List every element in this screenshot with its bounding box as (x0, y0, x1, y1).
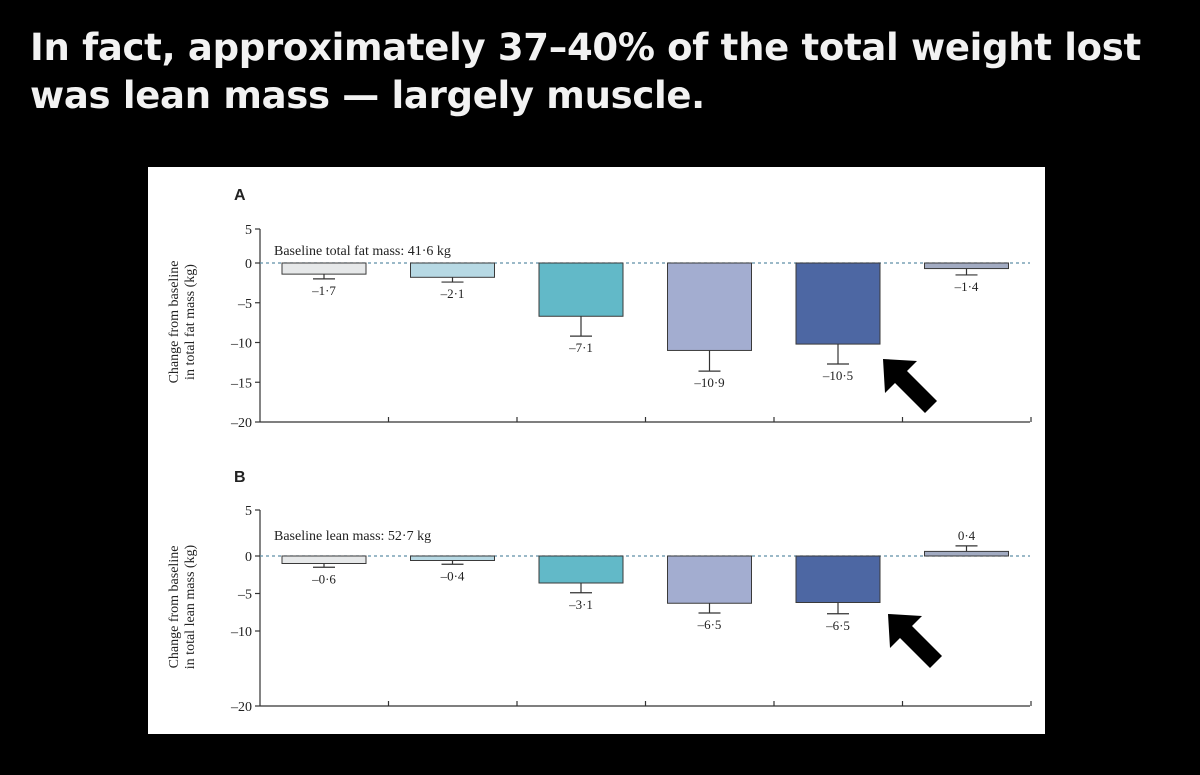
figure-card: A Change from baseline in total fat mass (… (148, 167, 1045, 734)
y-tick-label: –10 (230, 337, 252, 352)
y-tick-label: –10 (230, 625, 252, 640)
bar-group-4 (667, 555, 752, 604)
bar-group-3 (538, 555, 624, 584)
bar-group-1 (281, 262, 367, 275)
y-tick-label: –5 (237, 297, 252, 312)
data-label: 0·4 (958, 528, 976, 543)
bar-group-5 (795, 555, 881, 603)
data-label: –1·4 (954, 279, 979, 294)
baseline-caption: Baseline total fat mass: 41·6 kg (274, 244, 451, 259)
bar-group-6 (924, 262, 1009, 270)
y-tick-label: –20 (230, 700, 252, 715)
y-tick-label: 5 (245, 223, 252, 238)
panel-label-B: B (234, 469, 246, 486)
bar-group-3 (538, 262, 624, 317)
data-label: –7·1 (568, 340, 593, 355)
y-axis-label-line-1: Change from baseline (167, 546, 182, 669)
bar-group-4 (667, 262, 752, 351)
data-label: –10·9 (693, 375, 724, 390)
y-tick-label: 0 (245, 257, 252, 272)
data-label: –0·4 (440, 568, 465, 583)
panel-label-A: A (234, 187, 246, 204)
y-axis-label-line-2: in total lean mass (kg) (183, 544, 198, 669)
y-axis-label-line-1: Change from baseline (167, 261, 182, 384)
headline-line-1: In fact, approximately 37–40% of the tot… (30, 26, 1141, 69)
bar-group-2 (410, 262, 495, 278)
y-tick-label: –5 (237, 588, 252, 603)
y-tick-label: –20 (230, 416, 252, 431)
y-tick-label: –15 (230, 376, 252, 391)
data-label: –2·1 (440, 286, 465, 301)
baseline-caption: Baseline lean mass: 52·7 kg (274, 529, 431, 544)
data-label: –1·7 (311, 283, 336, 298)
data-label: –0·6 (311, 571, 336, 586)
data-label: –6·5 (825, 618, 850, 633)
data-label: –3·1 (568, 597, 593, 612)
y-axis-label-line-2: in total fat mass (kg) (183, 264, 198, 380)
bar-group-2 (410, 555, 495, 561)
y-tick-label: 5 (245, 504, 252, 519)
headline: In fact, approximately 37–40% of the tot… (30, 24, 1180, 120)
bar-group-1 (281, 555, 367, 564)
arrow-pointing-up-left-icon (888, 614, 942, 668)
data-label: –10·5 (822, 368, 853, 383)
bar-group-5 (795, 262, 881, 345)
data-label: –6·5 (697, 617, 722, 632)
y-tick-label: 0 (245, 550, 252, 565)
arrow-pointing-up-left-icon (883, 359, 937, 413)
bar-group-6 (924, 550, 1009, 557)
headline-line-2: was lean mass — largely muscle. (30, 74, 705, 117)
